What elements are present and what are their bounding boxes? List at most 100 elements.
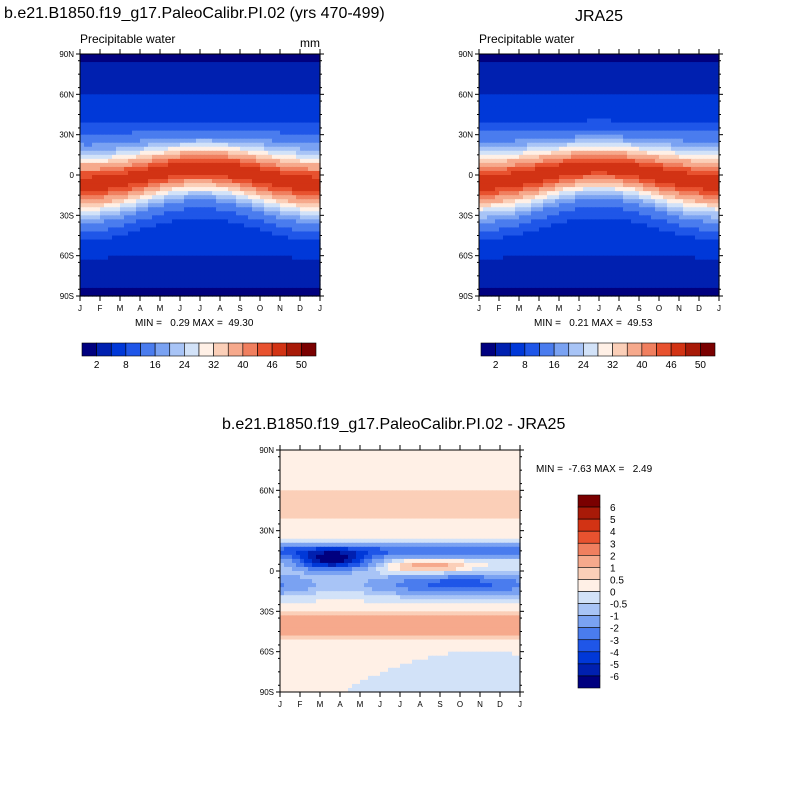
- left-cell: [272, 122, 277, 128]
- left-cell: [228, 199, 233, 204]
- left-cell: [280, 203, 285, 208]
- left-cell: [196, 94, 201, 99]
- left-cell: [256, 102, 261, 108]
- left-cell: [112, 195, 117, 200]
- left-cell: [220, 283, 225, 289]
- left-cell: [280, 130, 285, 136]
- left-cell: [112, 259, 117, 265]
- left-cell: [104, 170, 109, 176]
- right-cell: [603, 78, 608, 83]
- right-cell: [583, 90, 588, 95]
- left-cell: [200, 267, 205, 273]
- left-cell: [300, 215, 305, 220]
- left-cell: [84, 66, 89, 71]
- left-cell: [148, 287, 153, 293]
- left-cell: [284, 247, 289, 253]
- left-cell: [100, 203, 105, 208]
- left-cell: [276, 138, 281, 144]
- left-cell: [316, 267, 321, 273]
- left-cell: [244, 183, 249, 188]
- left-cell: [256, 267, 261, 273]
- right-cell: [571, 74, 576, 79]
- right-cell: [507, 82, 512, 87]
- left-cell: [316, 54, 321, 59]
- left-cell: [124, 219, 129, 224]
- right-cell: [587, 130, 592, 136]
- left-cell: [232, 231, 237, 237]
- right-cell: [627, 74, 632, 79]
- right-cell: [663, 114, 668, 120]
- left-xtick-label: A: [137, 304, 143, 313]
- right-cell: [667, 86, 672, 91]
- right-cell: [515, 130, 520, 136]
- left-cell: [264, 279, 269, 285]
- left-cell: [172, 90, 177, 95]
- left-cell: [108, 78, 113, 83]
- left-cell: [300, 267, 305, 273]
- left-cell: [164, 175, 169, 180]
- left-cell: [308, 146, 313, 152]
- left-cell: [112, 215, 117, 220]
- left-cell: [212, 267, 217, 273]
- left-cell: [252, 158, 257, 164]
- right-cell: [547, 134, 552, 140]
- right-cell: [499, 90, 504, 95]
- left-cell: [92, 62, 97, 67]
- left-cell: [228, 122, 233, 128]
- right-cell: [615, 134, 620, 140]
- left-cell: [92, 215, 97, 220]
- left-cell: [184, 154, 189, 160]
- left-cell: [248, 162, 253, 168]
- left-cell: [120, 122, 125, 128]
- left-cell: [264, 247, 269, 253]
- left-cell: [264, 291, 269, 297]
- left-cell: [244, 82, 249, 87]
- left-cell: [180, 118, 185, 124]
- left-cell: [280, 62, 285, 67]
- left-cell: [140, 82, 145, 87]
- left-cell: [84, 146, 89, 152]
- right-cell: [615, 126, 620, 132]
- left-cell: [288, 227, 293, 233]
- left-cell: [188, 134, 193, 140]
- left-cell: [144, 158, 149, 164]
- left-cell: [312, 271, 317, 277]
- left-cell: [152, 170, 157, 176]
- left-cell: [148, 90, 153, 95]
- left-cell: [188, 263, 193, 269]
- right-cell: [563, 62, 568, 67]
- right-cell: [607, 126, 612, 132]
- left-cell: [84, 106, 89, 112]
- left-xtick-label: J: [318, 304, 322, 313]
- left-cell: [212, 247, 217, 253]
- left-cell: [156, 175, 161, 180]
- left-cell: [140, 146, 145, 152]
- right-cell: [607, 74, 612, 79]
- left-cell: [304, 271, 309, 277]
- right-cell: [591, 94, 596, 99]
- left-cell: [140, 219, 145, 224]
- left-cell: [92, 223, 97, 229]
- right-cell: [627, 118, 632, 124]
- left-cell: [288, 179, 293, 184]
- left-cell: [92, 94, 97, 99]
- left-cell: [268, 98, 273, 103]
- left-cell: [308, 110, 313, 116]
- left-cell: [276, 110, 281, 116]
- right-cell: [667, 66, 672, 71]
- right-cell: [483, 70, 488, 75]
- right-cell: [611, 106, 616, 112]
- left-cell: [312, 223, 317, 229]
- left-cell: [120, 219, 125, 224]
- left-cell: [188, 279, 193, 285]
- left-cell: [272, 82, 277, 87]
- left-cell: [312, 138, 317, 144]
- right-cell: [535, 70, 540, 75]
- left-cell: [316, 291, 321, 297]
- left-cell: [316, 251, 321, 257]
- left-cell: [160, 170, 165, 176]
- left-cell: [92, 259, 97, 265]
- left-cell: [132, 235, 137, 241]
- left-cell: [164, 191, 169, 196]
- right-cell: [599, 70, 604, 75]
